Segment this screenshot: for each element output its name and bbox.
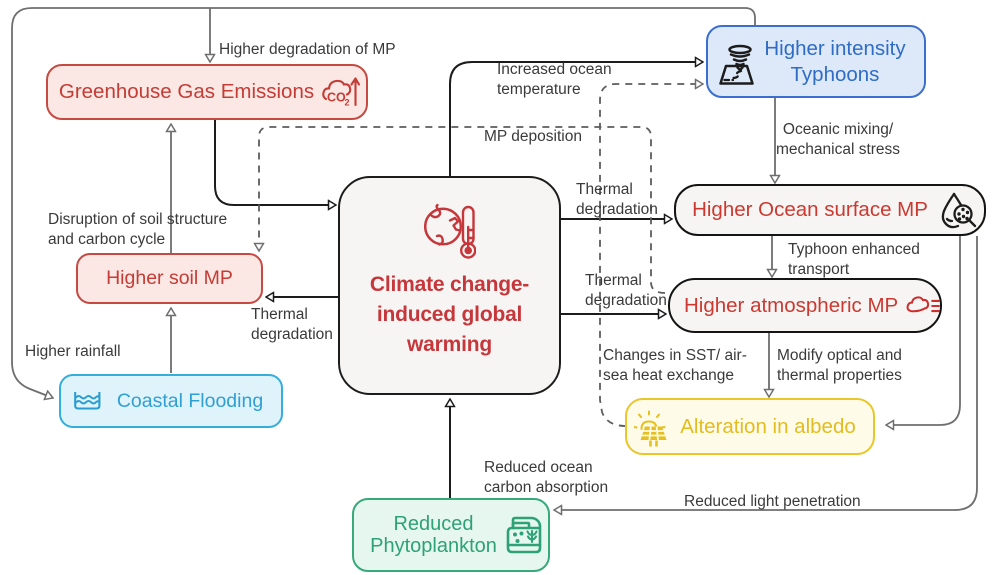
- svg-text:2: 2: [345, 98, 350, 108]
- svg-text:CO: CO: [327, 91, 346, 105]
